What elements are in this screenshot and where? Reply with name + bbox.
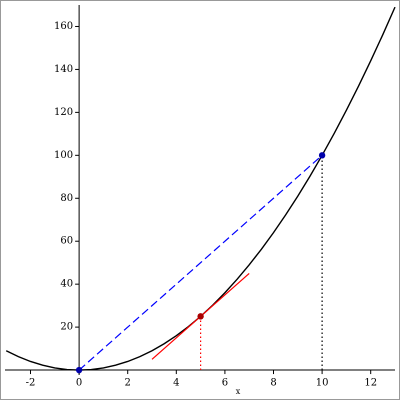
x-tick-label: 12 [364,378,377,389]
x-tick-label: -2 [26,378,36,389]
point [197,313,204,320]
x-tick-label: 8 [270,378,276,389]
line [78,154,323,371]
x-tick-label: 10 [316,378,329,389]
y-tick-label: 80 [60,193,73,204]
x-tick-label: 4 [173,378,179,389]
y-tick-label: 20 [60,322,73,333]
y-tick-label: 160 [54,21,73,32]
x-tick-label: 0 [76,378,82,389]
x-tick-label: 6 [222,378,228,389]
x-tick-label: 2 [125,378,131,389]
point [318,152,326,159]
y-tick-label: 120 [54,107,73,118]
y-tick-label: 40 [60,279,73,290]
x-axis-label: x [236,387,241,396]
y-tick-label: 60 [60,236,73,247]
point [75,366,83,374]
y-tick-label: 100 [54,150,73,161]
y-tick-label: 140 [54,64,73,75]
